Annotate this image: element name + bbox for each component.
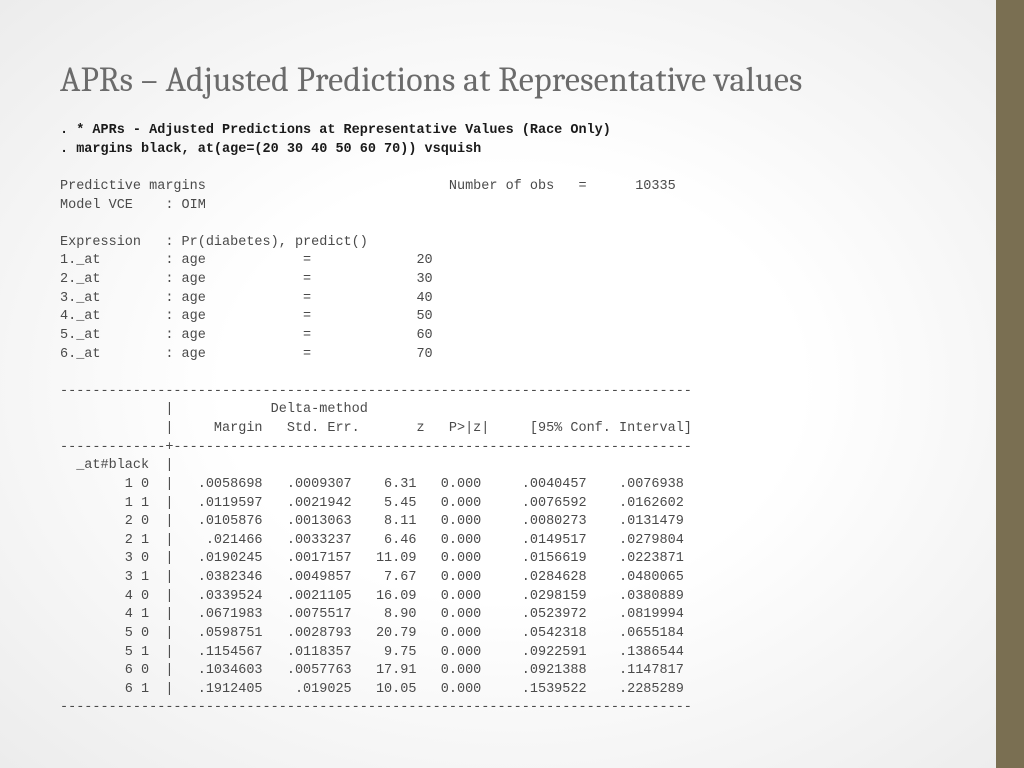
accent-bar xyxy=(996,0,1024,768)
stata-output: . * APRs - Adjusted Predictions at Repre… xyxy=(60,122,946,718)
slide-content: APRs – Adjusted Predictions at Represent… xyxy=(0,0,996,768)
slide-title: APRs – Adjusted Predictions at Represent… xyxy=(60,60,946,100)
